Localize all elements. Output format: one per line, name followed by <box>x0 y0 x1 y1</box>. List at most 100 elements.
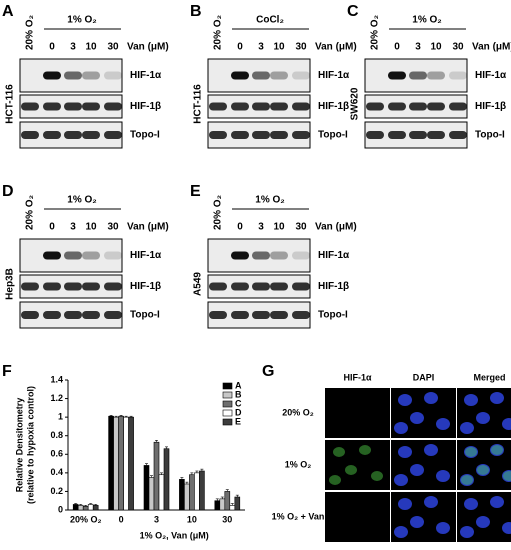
x-tick-label: 10 <box>187 514 197 524</box>
band-label: HIF-1β <box>318 281 349 292</box>
bar <box>143 465 150 511</box>
hif-signal <box>329 475 341 485</box>
nucleus <box>424 392 438 404</box>
band-label: Topo-I <box>130 130 160 141</box>
row-label: 1% O₂ + Van <box>272 511 325 521</box>
dose-label: Van (μM) <box>127 42 169 53</box>
blot-band <box>427 131 445 139</box>
lane-label: 10 <box>273 222 285 233</box>
blot-band <box>231 251 249 260</box>
blot-band <box>209 102 227 111</box>
bar <box>118 415 124 511</box>
blot-band <box>427 102 445 111</box>
y-tick-label: 0 <box>58 504 63 514</box>
lane-label: 3 <box>258 222 264 233</box>
bar <box>234 496 241 511</box>
blot-band <box>270 102 288 111</box>
nucleus <box>476 412 490 424</box>
y-axis-label: Relative Densitometry <box>14 398 24 493</box>
column-header: HIF-1α <box>343 372 372 382</box>
nucleus <box>394 422 408 434</box>
blot-band <box>388 71 406 80</box>
nucleus <box>398 394 412 406</box>
x-tick-label: 3 <box>154 514 159 524</box>
control-label: 20% O₂ <box>213 195 224 230</box>
bar <box>82 505 89 511</box>
hif-signal <box>359 445 371 455</box>
blot-band <box>104 71 122 80</box>
hif-signal <box>465 447 477 457</box>
blot-band <box>21 131 39 139</box>
nucleus <box>394 474 408 486</box>
bar <box>108 415 114 511</box>
nucleus <box>398 498 412 510</box>
blot-band <box>231 131 249 139</box>
blot-band <box>292 71 310 80</box>
blot-band <box>64 102 82 111</box>
bar <box>153 441 160 511</box>
panel-letter: G <box>262 363 274 380</box>
nucleus <box>490 392 504 404</box>
nucleus <box>476 516 490 528</box>
dose-label: Van (μM) <box>315 222 357 233</box>
panel-letter: E <box>190 183 201 200</box>
bar <box>224 491 231 511</box>
lane-label: 30 <box>107 222 119 233</box>
panel-letter: B <box>190 3 202 20</box>
blot-band <box>82 311 100 319</box>
blot-band <box>388 102 406 111</box>
blot-band <box>209 282 227 291</box>
legend-swatch <box>222 391 233 399</box>
bar <box>87 504 94 511</box>
blot-band <box>64 131 82 139</box>
band-label: Topo-I <box>475 130 505 141</box>
blot-band <box>64 282 82 291</box>
blot-band <box>252 282 270 291</box>
band-label: HIF-1α <box>130 70 162 81</box>
blot-band <box>231 311 249 319</box>
legend-swatch <box>222 418 233 426</box>
blot-band <box>209 131 227 139</box>
blot-band <box>388 131 406 139</box>
row-label: 20% O₂ <box>282 407 314 417</box>
bar <box>194 472 200 511</box>
micrograph <box>325 388 390 438</box>
blot-band <box>366 131 384 139</box>
blot-band <box>209 311 227 319</box>
cell-line-label: SW620 <box>350 87 361 120</box>
nucleus <box>424 444 438 456</box>
nucleus <box>436 470 450 482</box>
blot-band <box>104 282 122 291</box>
y-tick-label: 0.2 <box>50 486 63 496</box>
panel-letter: F <box>2 363 12 380</box>
control-label: 20% O₂ <box>370 15 381 50</box>
nucleus <box>398 446 412 458</box>
band-label: Topo-I <box>130 310 160 321</box>
legend-label: E <box>235 416 241 426</box>
bar <box>72 504 79 511</box>
hif-signal <box>345 465 357 475</box>
nucleus <box>424 496 438 508</box>
blot-band <box>64 71 82 80</box>
cell-line-label: A549 <box>193 272 204 296</box>
blot-band <box>82 131 100 139</box>
bar <box>179 479 185 511</box>
column-header: Merged <box>473 372 505 382</box>
treatment-label: 1% O₂ <box>255 195 284 206</box>
y-tick-label: 1 <box>58 412 63 422</box>
blot-strip <box>364 58 468 93</box>
nucleus <box>410 464 424 476</box>
blot-band <box>104 131 122 139</box>
lane-label: 0 <box>49 42 55 53</box>
hif-signal <box>371 471 383 481</box>
blot-band <box>252 102 270 111</box>
lane-label: 3 <box>70 222 76 233</box>
blot-band <box>409 71 427 80</box>
legend-label: B <box>235 389 242 399</box>
lane-label: 30 <box>452 42 464 53</box>
bar <box>77 505 84 511</box>
blot-band <box>252 251 270 260</box>
y-tick-label: 0.6 <box>50 449 63 459</box>
blot-band <box>252 311 270 319</box>
blot-band <box>292 251 310 260</box>
